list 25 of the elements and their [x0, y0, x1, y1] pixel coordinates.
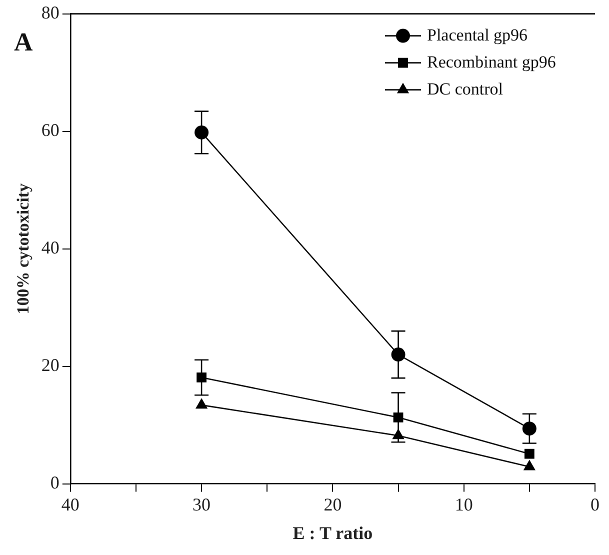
x-tick-label: 30 [192, 494, 211, 514]
x-tick-label: 40 [61, 494, 80, 514]
y-tick-label: 40 [41, 238, 60, 258]
y-tick-label: 20 [41, 355, 60, 376]
x-tick-label: 0 [590, 494, 600, 514]
legend-label: DC control [427, 79, 504, 98]
point [195, 398, 208, 409]
point [196, 372, 206, 382]
x-axis-title: E : T ratio [292, 522, 373, 543]
x-tick-label: 20 [324, 494, 342, 514]
point [523, 460, 536, 470]
point [522, 422, 536, 436]
legend-label: Recombinant gp96 [427, 52, 556, 72]
y-tick-label: 60 [41, 120, 60, 140]
point [393, 412, 404, 422]
point [194, 125, 209, 140]
y-tick-label: 0 [50, 472, 60, 493]
y-tick-label: 80 [41, 2, 60, 23]
point [391, 348, 406, 362]
legend-label: Placental gp96 [427, 25, 528, 44]
y-axis-title: 100% cytotoxicity [14, 182, 33, 314]
point [392, 428, 404, 440]
x-tick-label: 10 [454, 494, 473, 514]
point [524, 448, 534, 459]
text: A [14, 28, 33, 57]
